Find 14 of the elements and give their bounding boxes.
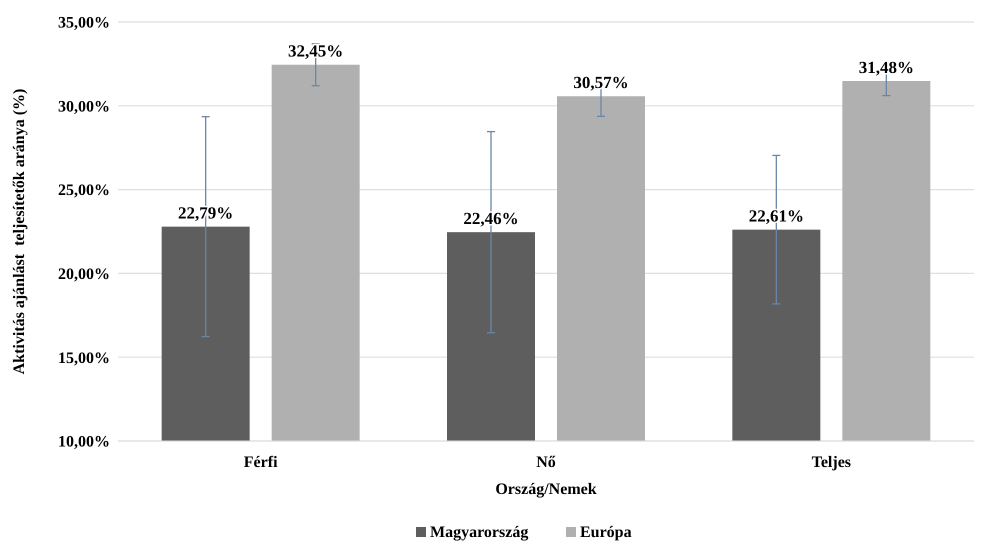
- text: 31,48%: [858, 58, 914, 77]
- y-tick-label: 30,00%: [58, 98, 110, 116]
- y-tick-label: 10,00%: [58, 434, 110, 451]
- x-tick-label: Nő: [536, 454, 556, 471]
- legend-label: Magyarország: [430, 524, 528, 541]
- y-tick-label: 25,00%: [58, 182, 110, 200]
- y-axis-title: Aktivitás ajánlást teljesítetők aránya (%): [11, 88, 28, 374]
- x-tick-label: Férfi: [244, 454, 278, 471]
- x-tick-label: Teljes: [812, 454, 852, 471]
- legend-label: Európa: [580, 524, 632, 541]
- y-tick-label: 35,00%: [58, 14, 110, 32]
- x-axis-title: Ország/Nemek: [495, 481, 597, 498]
- y-tick-label: 20,00%: [58, 266, 110, 283]
- y-tick-label: 15,00%: [58, 350, 110, 367]
